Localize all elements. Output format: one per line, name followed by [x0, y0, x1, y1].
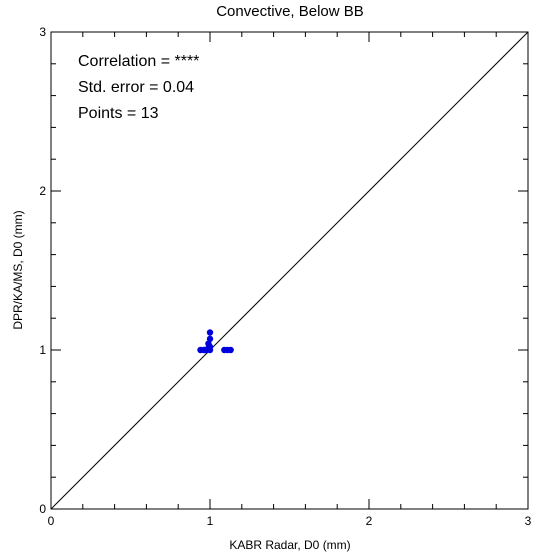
stat-correlation: Correlation = **** [78, 53, 199, 70]
data-point [206, 335, 214, 343]
data-point [206, 329, 214, 336]
stats-box: Correlation = **** Std. error = 0.04 Poi… [78, 53, 199, 122]
x-tick-label: 1 [207, 514, 214, 528]
data-point [206, 343, 214, 351]
axis-tick-labels: 0 1 2 3 0 1 2 3 [39, 25, 531, 528]
y-tick-label: 3 [39, 25, 46, 39]
stat-points: Points = 13 [78, 105, 159, 122]
x-tick-label: 0 [48, 514, 55, 528]
y-tick-label: 0 [39, 502, 46, 516]
y-tick-label: 2 [39, 184, 46, 198]
chart-title: Convective, Below BB [216, 3, 364, 20]
y-axis-label: DPR/KA/MS, D0 (mm) [11, 210, 25, 329]
data-point [227, 346, 234, 354]
plot-frame [50, 31, 529, 510]
x-axis-label: KABR Radar, D0 (mm) [229, 538, 350, 552]
x-tick-label: 3 [525, 514, 532, 528]
y-tick-label: 1 [39, 343, 46, 357]
stat-std-error: Std. error = 0.04 [78, 79, 194, 96]
x-tick-label: 2 [366, 514, 373, 528]
axis-ticks [50, 31, 529, 510]
data-points [197, 329, 234, 354]
one-to-one-line [50, 31, 529, 510]
